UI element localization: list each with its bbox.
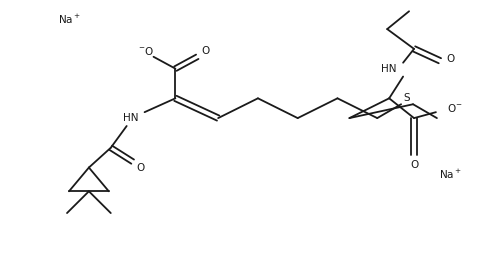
Text: O: O: [201, 46, 209, 56]
Text: O$^{-}$: O$^{-}$: [447, 102, 463, 114]
Text: O: O: [447, 54, 455, 64]
Text: Na$^+$: Na$^+$: [440, 168, 463, 181]
Text: Na$^+$: Na$^+$: [57, 13, 80, 26]
Text: S: S: [404, 93, 411, 103]
Text: O: O: [137, 163, 145, 172]
Text: O: O: [410, 160, 418, 170]
Text: HN: HN: [381, 64, 397, 74]
Text: HN: HN: [123, 113, 138, 123]
Text: $^{-}$O: $^{-}$O: [138, 45, 154, 57]
